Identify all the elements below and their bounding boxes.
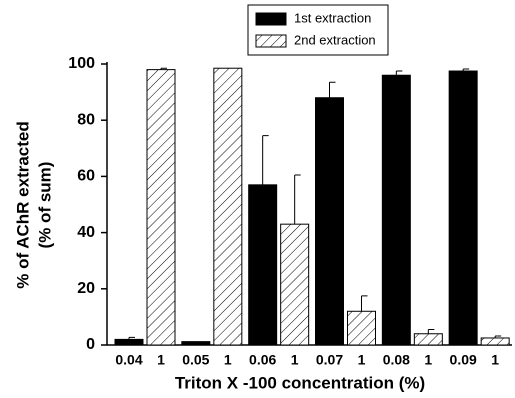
error-bar — [329, 81, 336, 98]
y-tick-label: 20 — [77, 280, 95, 297]
bar — [114, 338, 144, 346]
error-bar — [462, 68, 470, 72]
error-bar — [395, 70, 403, 76]
y-tick-label: 80 — [77, 111, 95, 128]
error-bar — [427, 329, 435, 334]
legend: 1st extraction 2nd extraction — [255, 10, 376, 48]
error-bar — [128, 336, 135, 340]
error-bar — [494, 335, 502, 338]
x-tick-label: 0.07 — [316, 352, 343, 368]
x-axis-title: Triton X -100 concentration (%) — [175, 373, 425, 392]
bar — [381, 74, 411, 346]
error-bar — [160, 67, 167, 70]
y-axis-title: (% of sum) — [35, 162, 54, 249]
x-tick-label: 1 — [358, 352, 366, 368]
bar — [181, 341, 211, 346]
legend-swatch — [255, 34, 287, 48]
bar — [480, 337, 510, 346]
x-tick-label: 0.05 — [182, 352, 209, 368]
y-tick-label: 40 — [77, 224, 95, 241]
x-tick-label: 0.06 — [249, 352, 276, 368]
x-tick-label: 1 — [491, 352, 499, 368]
legend-label: 2nd extraction — [294, 32, 376, 47]
y-tick-label: 60 — [77, 168, 95, 185]
error-bar — [361, 295, 368, 312]
error-bar — [262, 135, 269, 185]
bar — [315, 97, 344, 346]
x-tick-label: 0.08 — [383, 352, 410, 368]
x-tick-label: 1 — [291, 352, 299, 368]
bar — [213, 67, 243, 346]
bar — [280, 223, 310, 346]
x-tick-label: 0.09 — [450, 352, 477, 368]
error-bar — [294, 174, 301, 225]
bar — [413, 333, 443, 346]
x-tick-label: 1 — [224, 352, 232, 368]
bar — [448, 70, 478, 346]
y-tick-label: 0 — [86, 336, 95, 353]
legend-label: 1st extraction — [294, 10, 371, 25]
bar — [146, 69, 176, 346]
x-tick-label: 1 — [424, 352, 432, 368]
x-tick-label: 1 — [157, 352, 165, 368]
legend-swatch — [255, 12, 287, 26]
y-tick-label: 100 — [68, 55, 95, 72]
y-axis-title: % of AChR extracted — [13, 121, 32, 289]
x-tick-label: 0.04 — [115, 352, 142, 368]
bar — [347, 310, 376, 346]
bar — [248, 184, 278, 346]
